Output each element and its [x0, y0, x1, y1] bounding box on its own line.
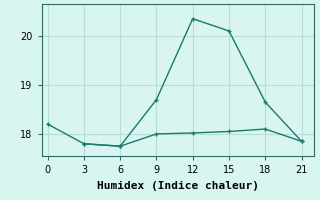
X-axis label: Humidex (Indice chaleur): Humidex (Indice chaleur)	[97, 181, 259, 191]
